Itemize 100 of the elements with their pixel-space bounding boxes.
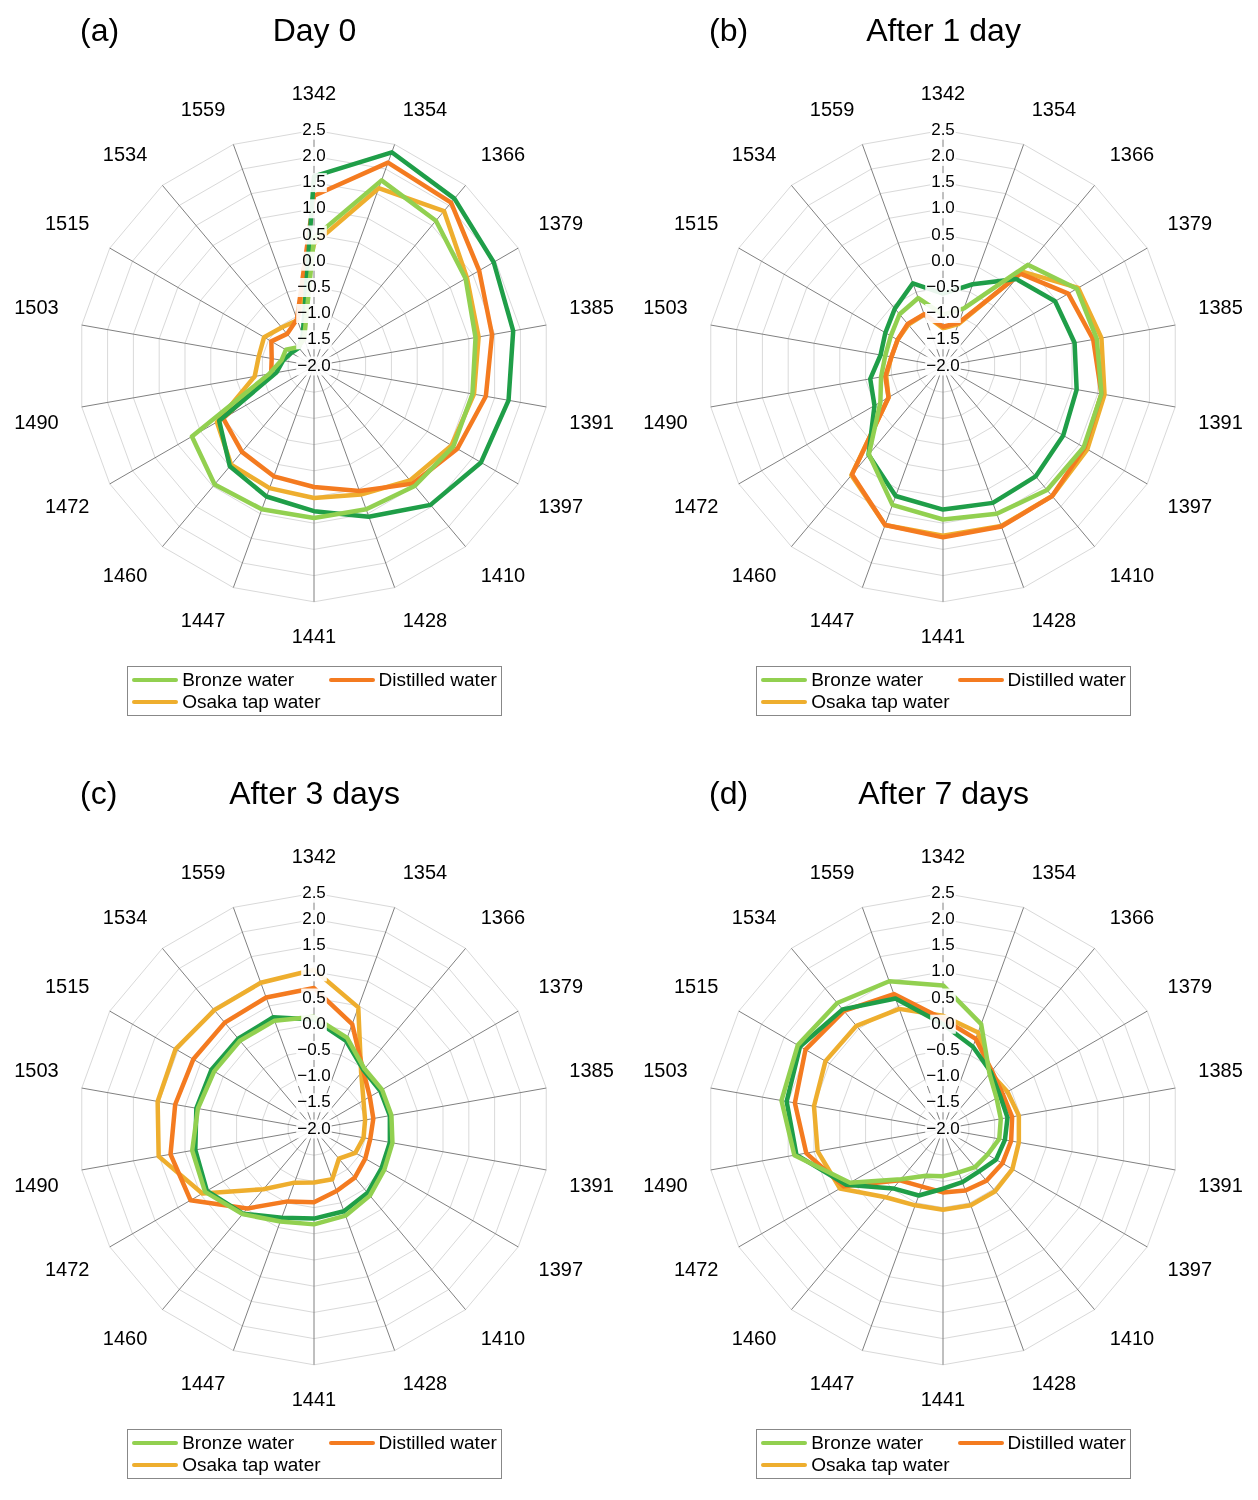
spoke-label: 1503	[14, 296, 59, 319]
spoke-label: 1410	[480, 1327, 526, 1350]
spoke-label: 1391	[569, 410, 614, 433]
spoke-label: 1366	[480, 905, 526, 928]
spoke-label: 1534	[102, 142, 148, 165]
spoke-label: 1447	[180, 1372, 226, 1395]
y-tick-label: −2.0	[926, 355, 960, 375]
legend-label: Osaka tap water	[182, 1454, 321, 1476]
y-tick-label: 0.0	[302, 250, 326, 270]
legend-label: Bronze water	[811, 1432, 924, 1454]
spoke-label: 1515	[673, 974, 719, 997]
spoke-label: 1515	[44, 974, 90, 997]
spoke-label: 1490	[643, 410, 688, 433]
y-tick-label: −1.0	[926, 1066, 960, 1086]
y-tick-label: 1.0	[302, 198, 326, 218]
y-tick-label: 0.5	[931, 224, 955, 244]
spoke-label: 1472	[44, 1258, 90, 1281]
spoke-label: 1559	[180, 97, 226, 120]
text: (a)	[80, 12, 120, 49]
spoke-label: 1342	[920, 845, 966, 868]
y-tick-label: −0.5	[297, 277, 331, 297]
chart-title: Day 0	[272, 12, 357, 48]
spoke-label: 1472	[44, 495, 90, 518]
y-tick-label: 1.0	[931, 961, 955, 981]
chart-title: After 3 days	[229, 775, 400, 811]
spoke-label: 1503	[643, 1059, 688, 1082]
spoke-label: 1391	[569, 1173, 614, 1196]
legend-label: Bronze water	[182, 1432, 295, 1454]
text: (c)	[80, 775, 118, 812]
y-tick-label: 2.5	[302, 119, 326, 139]
y-tick-label: −1.0	[297, 303, 331, 323]
spoke-label: 1460	[731, 564, 777, 587]
y-tick-label: −1.5	[297, 1092, 331, 1112]
y-tick-label: −1.5	[926, 1092, 960, 1112]
spoke-label: 1441	[920, 1387, 966, 1410]
spoke-label: 1534	[102, 905, 148, 928]
y-tick-label: 0.0	[302, 1013, 326, 1033]
y-tick-label: −1.5	[926, 329, 960, 349]
spoke-label: 1391	[1198, 1173, 1243, 1196]
spoke-label: 1385	[1198, 1059, 1243, 1082]
spoke-label: 1366	[480, 142, 526, 165]
spoke-label: 1428	[1031, 609, 1077, 632]
spoke-label: 1379	[538, 974, 584, 997]
spoke-label: 1515	[44, 211, 90, 234]
spoke-label: 1472	[673, 1258, 719, 1281]
spoke-label: 1397	[1167, 1258, 1213, 1281]
legend-label: Distilled water	[378, 669, 497, 691]
y-tick-label: 0.5	[302, 224, 326, 244]
spoke-label: 1354	[1031, 860, 1077, 883]
spoke-label: 1342	[291, 845, 337, 868]
spoke-label: 1441	[291, 624, 337, 647]
y-tick-label: 0.0	[931, 250, 955, 270]
legend-label: Osaka tap water	[811, 691, 950, 713]
spoke-label: 1397	[538, 495, 584, 518]
y-tick-label: 1.0	[302, 961, 326, 981]
y-tick-label: 2.5	[931, 882, 955, 902]
chart-title: After 1 day	[866, 12, 1021, 48]
text: (b)	[709, 12, 749, 49]
y-tick-label: 1.5	[931, 172, 955, 192]
y-tick-label: −0.5	[926, 1040, 960, 1060]
spoke-label: 1503	[643, 296, 688, 319]
spoke-label: 1490	[14, 410, 59, 433]
y-tick-label: 2.5	[931, 119, 955, 139]
y-tick-label: 0.0	[931, 1013, 955, 1033]
spoke-label: 1366	[1109, 905, 1155, 928]
spoke-label: 1379	[1167, 974, 1213, 997]
y-tick-label: 2.0	[302, 146, 326, 166]
spoke-label: 1397	[538, 1258, 584, 1281]
spoke-label: 1447	[809, 1372, 855, 1395]
spoke-label: 1441	[920, 624, 966, 647]
spoke-label: 1534	[731, 142, 777, 165]
legend-label: Bronze water	[811, 669, 924, 691]
spoke-label: 1534	[731, 905, 777, 928]
spoke-label: 1354	[1031, 97, 1077, 120]
spoke-label: 1559	[809, 97, 855, 120]
text: (d)	[709, 775, 749, 812]
legend-label: Distilled water	[1007, 669, 1126, 691]
spoke-label: 1397	[1167, 495, 1213, 518]
chart-title: After 7 days	[858, 775, 1029, 811]
spoke-label: 1503	[14, 1059, 59, 1082]
y-tick-label: −0.5	[926, 277, 960, 297]
spoke-label: 1366	[1109, 142, 1155, 165]
y-tick-label: 2.0	[931, 909, 955, 929]
y-tick-label: 1.0	[931, 198, 955, 218]
spoke-label: 1428	[1031, 1372, 1077, 1395]
spoke-label: 1385	[569, 1059, 614, 1082]
legend-label: Osaka tap water	[182, 691, 321, 713]
spoke-label: 1460	[102, 1327, 148, 1350]
spoke-label: 1515	[673, 211, 719, 234]
spoke-label: 1410	[480, 564, 526, 587]
spoke-label: 1428	[402, 1372, 448, 1395]
y-tick-label: 2.5	[302, 882, 326, 902]
spoke-label: 1472	[673, 495, 719, 518]
spoke-label: 1559	[809, 860, 855, 883]
spoke-label: 1490	[643, 1173, 688, 1196]
spoke-label: 1460	[102, 564, 148, 587]
spoke-label: 1490	[14, 1173, 59, 1196]
y-tick-label: −1.5	[297, 329, 331, 349]
spoke-label: 1447	[180, 609, 226, 632]
y-tick-label: 0.5	[302, 987, 326, 1007]
